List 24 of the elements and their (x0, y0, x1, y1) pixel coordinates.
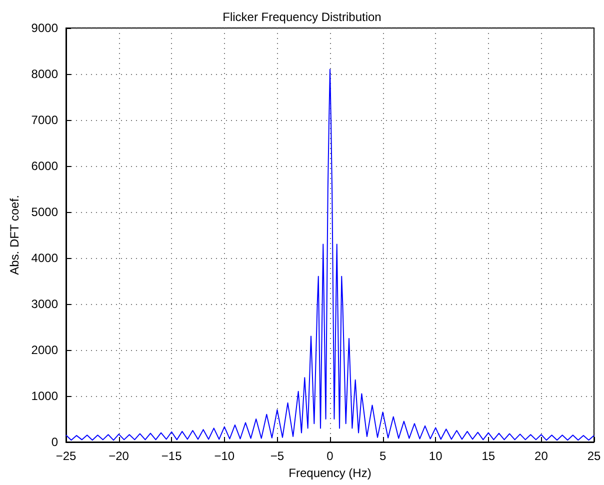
x-tick-label: −15 (161, 449, 182, 463)
chart-title: Flicker Frequency Distribution (222, 10, 382, 24)
y-tick-label: 6000 (31, 159, 58, 173)
x-tick-label: −20 (108, 449, 130, 463)
y-tick-label: 3000 (31, 297, 58, 311)
x-tick-label: −25 (56, 449, 76, 463)
y-tick-label: 1000 (31, 389, 58, 403)
y-tick-label: 8000 (31, 67, 58, 81)
x-tick-label: 5 (379, 449, 386, 463)
x-tick-label: 25 (587, 449, 601, 463)
y-tick-label: 2000 (31, 343, 58, 357)
y-tick-label: 9000 (31, 21, 58, 35)
y-tick-label: 0 (51, 435, 58, 449)
x-tick-label: 0 (326, 449, 334, 463)
y-tick-label: 5000 (31, 205, 58, 219)
x-tick-label: 10 (428, 449, 443, 463)
x-tick-label: −10 (214, 449, 235, 463)
x-tick-label: 15 (482, 449, 496, 463)
y-tick-label: 4000 (31, 251, 58, 265)
x-tick-label: −5 (270, 449, 284, 463)
y-tick-label: 7000 (31, 113, 58, 127)
x-tick-label: 20 (534, 449, 548, 463)
x-axis-title: Frequency (Hz) (288, 466, 372, 480)
y-axis-title: Abs. DFT coef. (7, 195, 22, 275)
